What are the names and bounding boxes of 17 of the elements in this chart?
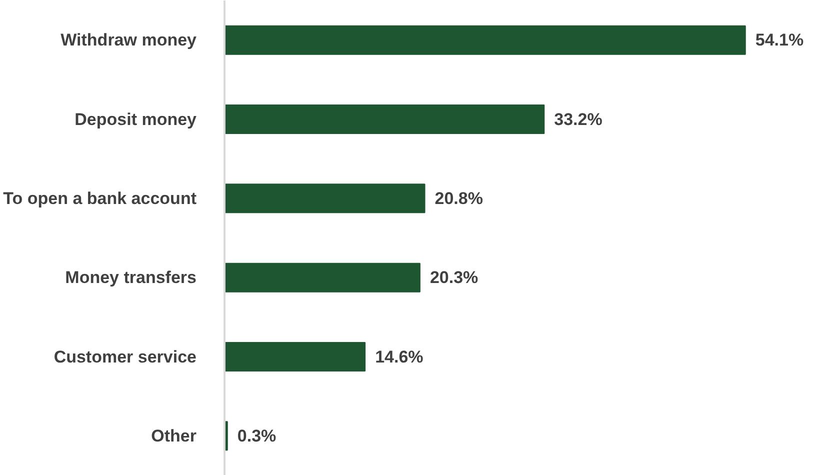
data-label: 20.8% bbox=[434, 188, 483, 208]
y-tick-label: Withdraw money bbox=[60, 30, 198, 50]
y-tick-label: Customer service bbox=[54, 347, 197, 366]
data-label: 14.6% bbox=[375, 347, 424, 366]
y-tick-label: To open a bank account bbox=[3, 188, 197, 208]
bar bbox=[224, 104, 545, 134]
data-label: 54.1% bbox=[755, 30, 804, 50]
y-tick-label: Money transfers bbox=[65, 268, 197, 288]
data-label: 20.3% bbox=[430, 268, 478, 288]
bar bbox=[224, 262, 420, 292]
y-tick-label: Deposit money bbox=[74, 110, 198, 129]
bar bbox=[224, 25, 746, 55]
bar bbox=[224, 342, 366, 372]
data-label: 33.2% bbox=[554, 110, 602, 129]
bar bbox=[224, 184, 426, 214]
y-tick-label: Other bbox=[151, 426, 197, 446]
data-label: 0.3% bbox=[237, 426, 276, 446]
